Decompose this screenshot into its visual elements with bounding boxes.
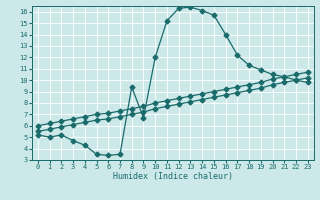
X-axis label: Humidex (Indice chaleur): Humidex (Indice chaleur) [113,172,233,181]
